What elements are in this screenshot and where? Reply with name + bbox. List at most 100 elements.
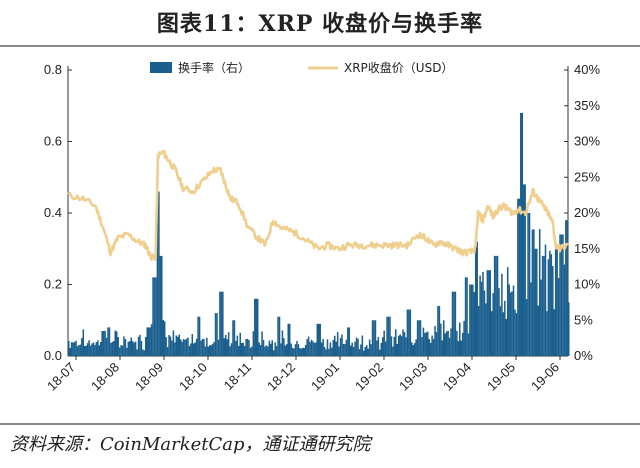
turnover-bar bbox=[171, 340, 173, 356]
turnover-bar bbox=[177, 336, 179, 356]
turnover-bar bbox=[248, 339, 250, 356]
turnover-bar bbox=[200, 340, 202, 356]
turnover-bar bbox=[342, 343, 345, 356]
turnover-bar bbox=[268, 340, 271, 356]
title-bar: 图表11：XRP 收盘价与换手率 bbox=[0, 0, 640, 44]
turnover-bar bbox=[286, 344, 288, 356]
turnover-bar bbox=[476, 241, 478, 356]
turnover-bar bbox=[243, 346, 246, 356]
turnover-bar bbox=[543, 255, 545, 356]
turnover-bar bbox=[73, 342, 76, 356]
turnover-bar bbox=[477, 305, 480, 356]
turnover-bar bbox=[387, 316, 390, 356]
turnover-bar bbox=[323, 346, 326, 356]
right-tick-label: 25% bbox=[574, 169, 600, 184]
turnover-bar bbox=[153, 277, 156, 356]
turnover-bar bbox=[568, 302, 570, 356]
turnover-bar bbox=[464, 277, 467, 356]
x-tick-label: 19-05 bbox=[484, 360, 518, 394]
turnover-bar bbox=[525, 298, 528, 356]
turnover-bar bbox=[544, 244, 547, 356]
turnover-bar bbox=[137, 336, 140, 356]
turnover-bar bbox=[150, 324, 153, 356]
turnover-bar bbox=[470, 284, 473, 356]
turnover-bar bbox=[552, 266, 554, 356]
turnover-bar bbox=[365, 345, 368, 356]
left-tick-label: 0.2 bbox=[44, 277, 62, 292]
turnover-bar bbox=[271, 340, 274, 356]
turnover-bar bbox=[431, 335, 433, 356]
turnover-bar bbox=[379, 349, 381, 356]
turnover-bar bbox=[86, 343, 89, 356]
legend: 换手率（右） XRP收盘价（USD） bbox=[150, 60, 453, 75]
turnover-bar bbox=[278, 316, 281, 356]
turnover-bar bbox=[403, 332, 406, 356]
turnover-bar bbox=[400, 336, 403, 356]
turnover-bar bbox=[203, 338, 205, 356]
turnover-bar bbox=[457, 341, 460, 356]
turnover-bar bbox=[211, 343, 214, 356]
turnover-bar bbox=[397, 335, 400, 356]
turnover-bar bbox=[461, 332, 464, 356]
x-tick-label: 18-08 bbox=[88, 360, 122, 394]
turnover-bar bbox=[187, 337, 189, 356]
turnover-bar bbox=[456, 330, 458, 356]
turnover-bar bbox=[76, 346, 79, 356]
turnover-bar bbox=[384, 341, 387, 356]
turnover-bar bbox=[434, 325, 436, 356]
turnover-bar bbox=[165, 337, 167, 356]
turnover-bar bbox=[251, 346, 253, 356]
turnover-bar bbox=[488, 270, 490, 356]
right-tick-label: 5% bbox=[574, 312, 593, 327]
turnover-bar bbox=[509, 292, 512, 356]
turnover-bar bbox=[111, 341, 114, 356]
turnover-bar bbox=[413, 343, 416, 356]
turnover-bar bbox=[146, 327, 149, 356]
turnover-bar bbox=[258, 342, 260, 356]
turnover-bar bbox=[178, 334, 180, 356]
turnover-bar bbox=[416, 320, 419, 356]
turnover-bar bbox=[254, 298, 256, 356]
turnover-bar bbox=[483, 290, 486, 356]
turnover-bar bbox=[156, 191, 159, 356]
turnover-bar bbox=[374, 320, 377, 356]
turnover-bar bbox=[310, 339, 313, 356]
turnover-bar bbox=[563, 264, 566, 356]
turnover-bar bbox=[72, 342, 74, 356]
turnover-bar bbox=[530, 282, 532, 356]
turnover-bar bbox=[198, 316, 201, 356]
turnover-bar bbox=[562, 234, 564, 356]
turnover-bars bbox=[68, 112, 570, 357]
turnover-bar bbox=[556, 244, 558, 356]
left-tick-label: 0.0 bbox=[44, 348, 62, 363]
turnover-bar bbox=[467, 333, 470, 356]
turnover-bar bbox=[239, 332, 242, 356]
turnover-bar bbox=[469, 284, 471, 356]
turnover-bar bbox=[409, 309, 412, 356]
turnover-bar bbox=[490, 311, 493, 356]
turnover-bar bbox=[534, 248, 537, 356]
turnover-bar bbox=[220, 291, 223, 356]
turnover-bar bbox=[381, 337, 384, 356]
turnover-bar bbox=[527, 213, 529, 356]
turnover-bar bbox=[419, 320, 422, 356]
turnover-bar bbox=[524, 184, 526, 356]
turnover-bar bbox=[422, 327, 425, 356]
turnover-bar bbox=[463, 320, 465, 356]
turnover-bar bbox=[352, 346, 355, 356]
turnover-bar bbox=[275, 346, 278, 356]
turnover-bar bbox=[428, 339, 430, 356]
turnover-bar bbox=[371, 320, 374, 356]
turnover-bar bbox=[447, 330, 449, 356]
x-tick-label: 19-02 bbox=[352, 360, 386, 394]
turnover-bar bbox=[222, 291, 224, 356]
turnover-bar bbox=[441, 340, 444, 356]
turnover-bar bbox=[293, 348, 295, 356]
turnover-bar bbox=[355, 337, 358, 356]
turnover-bar bbox=[496, 255, 499, 356]
turnover-bar bbox=[380, 343, 383, 356]
legend-swatch-turnover bbox=[150, 62, 172, 73]
turnover-bar bbox=[105, 337, 108, 356]
turnover-bar bbox=[306, 339, 308, 356]
turnover-bar bbox=[480, 281, 483, 356]
